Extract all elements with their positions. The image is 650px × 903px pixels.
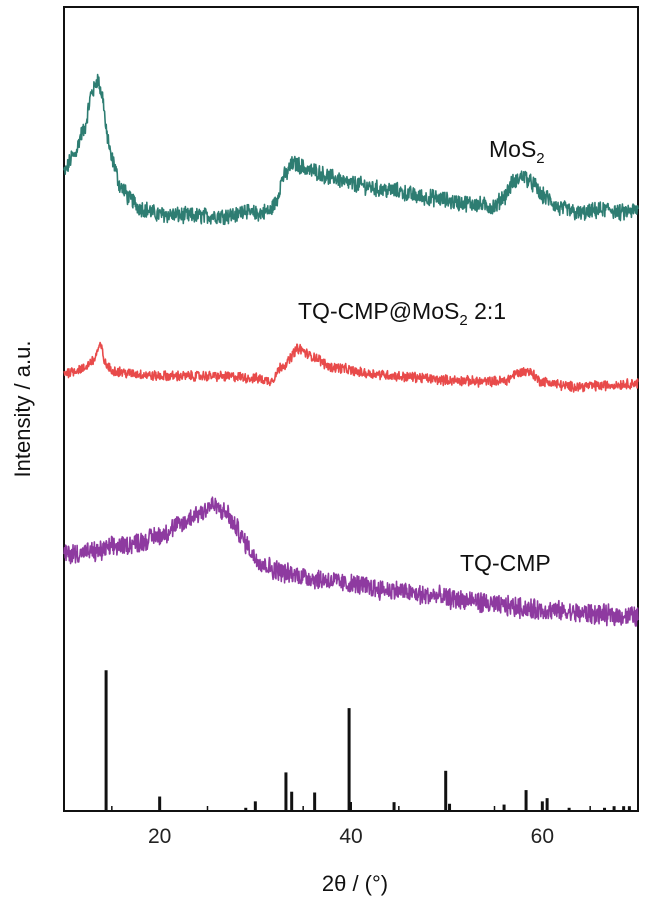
series-line-0: [63, 73, 639, 226]
x-tick-label: 20: [148, 825, 171, 848]
x-axis: 20 40 60: [111, 802, 591, 848]
series-line-2: [63, 496, 639, 627]
series-line-1: [63, 341, 639, 393]
series-label-2: TQ-CMP: [460, 550, 551, 576]
x-tick-label: 40: [339, 825, 362, 848]
series-labels: MoS2 TQ-CMP@MoS2 2:1 TQ-CMP: [298, 136, 551, 576]
y-axis-label: Intensity / a.u.: [10, 341, 35, 478]
series-layer: [63, 73, 639, 627]
series-label-0: MoS2: [489, 136, 545, 167]
series-label-1: TQ-CMP@MoS2 2:1: [298, 298, 506, 329]
x-tick-label: 60: [531, 825, 554, 848]
plot-frame: [63, 6, 639, 812]
reference-pattern: [104, 670, 631, 811]
x-axis-label: 2θ / (°): [322, 871, 388, 896]
